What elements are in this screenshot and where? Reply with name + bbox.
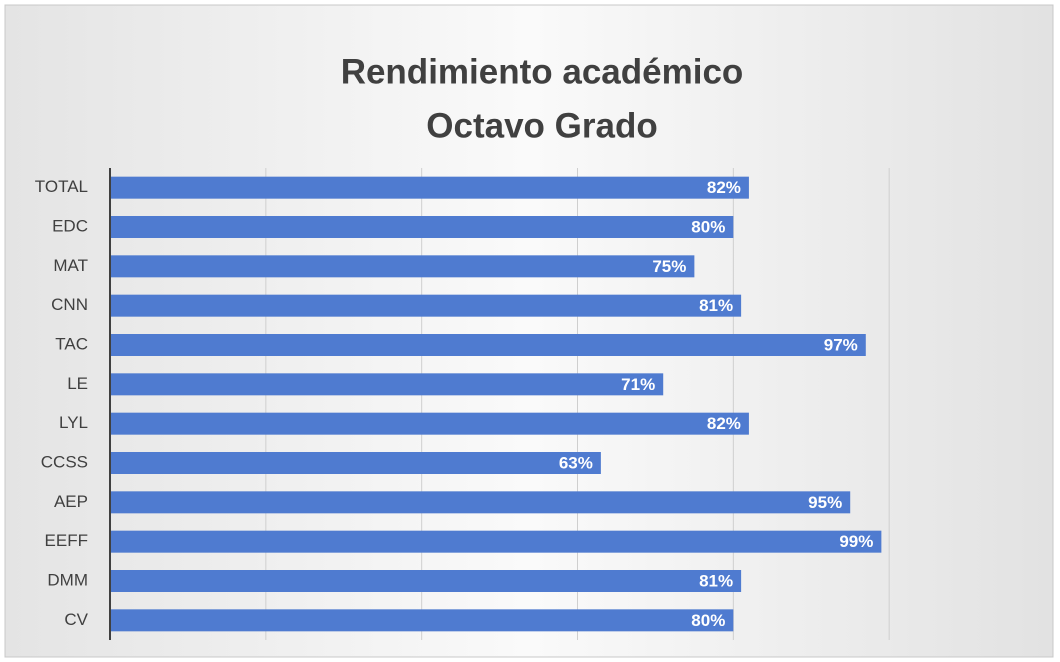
y-tick-label: LE	[67, 374, 88, 393]
bar	[110, 216, 734, 238]
data-label: 63%	[559, 453, 593, 472]
y-tick-label: CV	[64, 610, 88, 629]
bar	[110, 255, 695, 278]
y-tick-label: TAC	[55, 334, 88, 353]
y-tick-label: LYL	[59, 413, 88, 432]
data-label: 75%	[652, 257, 686, 276]
bar	[110, 412, 749, 435]
chart-title: Rendimiento académico	[341, 52, 744, 91]
bar	[110, 373, 664, 396]
y-tick-label: TOTAL	[35, 177, 88, 196]
data-label: 82%	[707, 178, 741, 197]
data-label: 80%	[691, 611, 725, 630]
y-tick-label: CNN	[51, 295, 88, 314]
bar	[110, 570, 742, 592]
bar	[110, 530, 882, 553]
chart-background	[4, 4, 1054, 658]
y-tick-label: DMM	[47, 570, 88, 589]
data-label: 95%	[808, 493, 842, 512]
data-label: 99%	[839, 532, 873, 551]
bar	[110, 491, 851, 514]
data-label: 71%	[621, 375, 655, 394]
y-tick-label: MAT	[53, 256, 88, 275]
y-tick-label: EDC	[52, 216, 88, 235]
chart-title: Octavo Grado	[426, 106, 657, 145]
bar	[110, 294, 742, 317]
data-label: 82%	[707, 414, 741, 433]
data-label: 81%	[699, 296, 733, 315]
y-tick-label: CCSS	[41, 452, 88, 471]
bar	[110, 452, 601, 474]
data-label: 97%	[824, 335, 858, 354]
bar	[110, 176, 749, 199]
y-tick-label: AEP	[54, 492, 88, 511]
data-label: 80%	[691, 217, 725, 236]
y-tick-label: EEFF	[45, 531, 88, 550]
bar	[110, 609, 734, 632]
bar	[110, 334, 866, 356]
data-label: 81%	[699, 571, 733, 590]
